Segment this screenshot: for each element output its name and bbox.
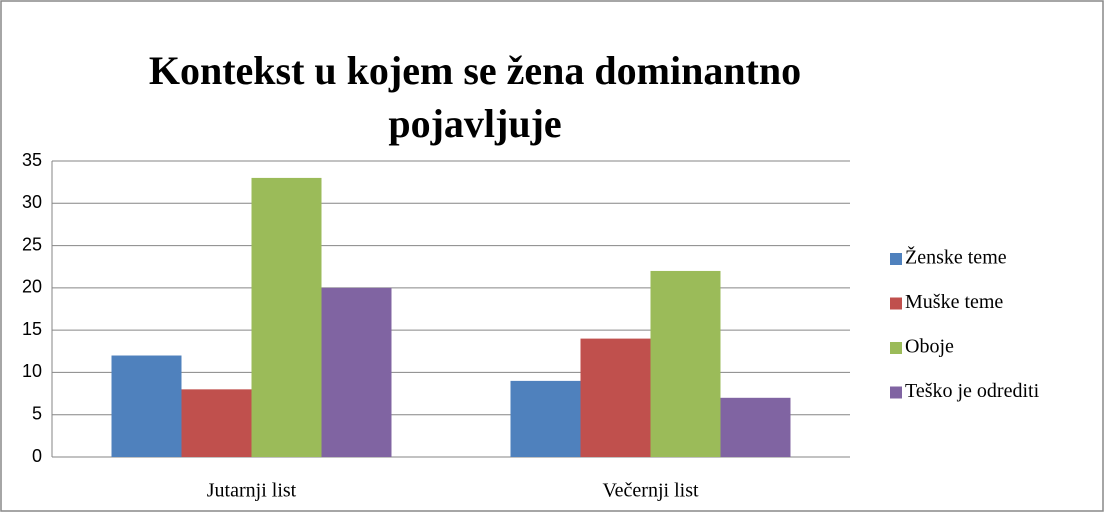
legend-swatch bbox=[890, 297, 902, 310]
y-tick-label: 20 bbox=[22, 277, 42, 297]
bar bbox=[580, 338, 651, 457]
bar bbox=[720, 397, 791, 457]
bar bbox=[510, 380, 581, 457]
x-tick-label: Jutarnji list bbox=[207, 480, 297, 502]
y-tick-label: 30 bbox=[22, 192, 42, 212]
y-tick-label: 10 bbox=[22, 361, 42, 381]
legend-label: Ženske teme bbox=[905, 246, 1007, 269]
y-tick-label: 0 bbox=[32, 446, 42, 466]
legend-label: Muške teme bbox=[905, 291, 1003, 313]
bar bbox=[251, 177, 322, 457]
bar bbox=[650, 270, 721, 457]
legend-label: Oboje bbox=[905, 336, 954, 358]
legend-swatch bbox=[890, 386, 902, 399]
legend-label: Teško je odrediti bbox=[905, 380, 1040, 402]
x-tick-label: Večernji list bbox=[602, 480, 699, 502]
bar bbox=[181, 389, 252, 457]
y-tick-label: 5 bbox=[32, 403, 42, 423]
bar bbox=[111, 355, 182, 457]
y-tick-label: 15 bbox=[22, 319, 42, 339]
legend-swatch bbox=[890, 342, 902, 354]
y-tick-label: 25 bbox=[22, 234, 42, 254]
bar bbox=[321, 287, 392, 457]
chart-title: pojavljuje bbox=[388, 101, 561, 146]
y-tick-label: 35 bbox=[22, 150, 42, 170]
chart-title: Kontekst u kojem se žena dominantno bbox=[149, 48, 801, 93]
legend-swatch bbox=[890, 253, 902, 265]
